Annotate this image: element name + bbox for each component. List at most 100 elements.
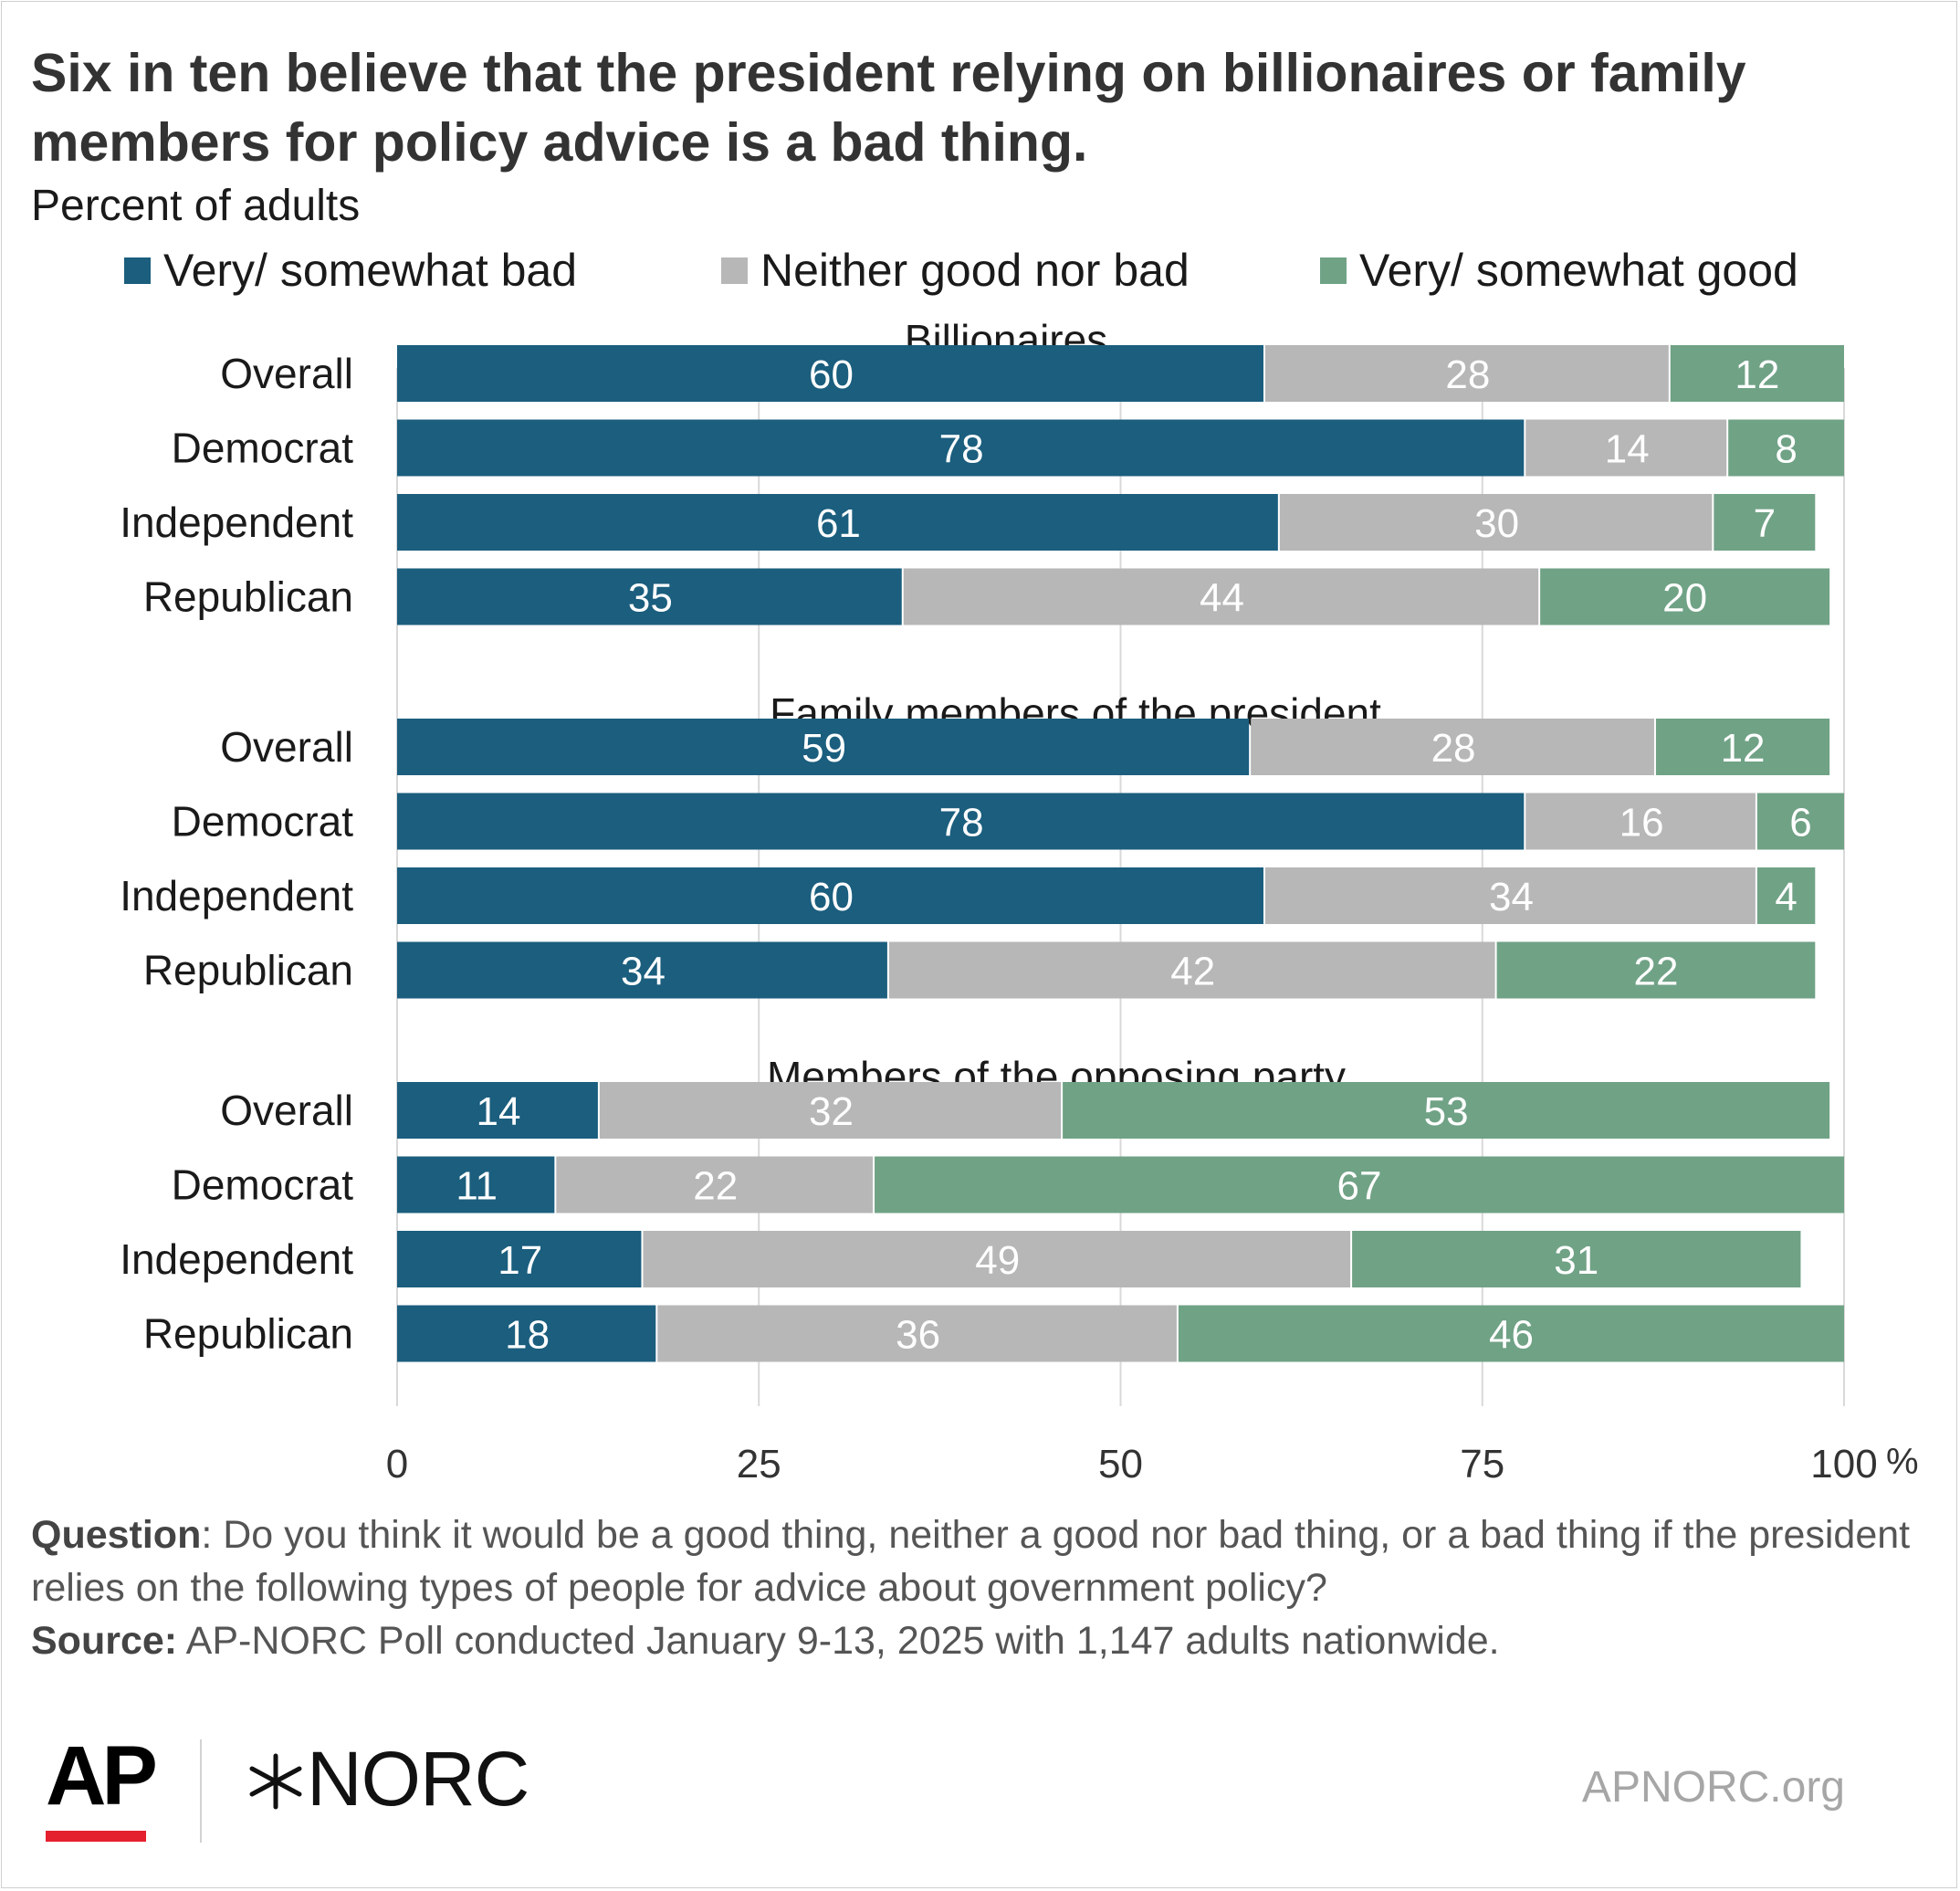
data-label: 17	[498, 1238, 542, 1283]
ap-logo: AP	[46, 1729, 158, 1823]
bar-segment	[1279, 494, 1713, 551]
category-label: Democrat	[172, 1161, 354, 1209]
source-note: Source: AP-NORC Poll conducted January 9…	[31, 1614, 1930, 1667]
bar-segment	[1265, 867, 1756, 924]
data-label: 4	[1775, 875, 1797, 919]
x-tick-label: 75	[1460, 1442, 1504, 1487]
norc-star-icon	[249, 1753, 302, 1810]
category-label: Independent	[120, 499, 353, 546]
question-label: Question	[31, 1513, 202, 1557]
bar-segment	[1251, 719, 1654, 775]
x-tick-label: 100	[1810, 1442, 1877, 1487]
chart-footer: Question: Do you think it would be a goo…	[31, 1508, 1930, 1667]
norc-logo: NORC	[246, 1733, 529, 1824]
data-label: 8	[1775, 427, 1797, 472]
source-text: AP-NORC Poll conducted January 9-13, 202…	[177, 1619, 1500, 1663]
data-label: 36	[896, 1313, 940, 1358]
data-label: 30	[1474, 501, 1519, 546]
bar-segment	[1670, 345, 1844, 402]
data-label: 14	[476, 1089, 520, 1134]
bar-segment	[1063, 1082, 1830, 1139]
category-label: Republican	[143, 573, 353, 621]
legend-item-bad: Very/ somewhat bad	[124, 245, 577, 296]
data-label: 32	[809, 1089, 854, 1134]
data-label: 42	[1170, 950, 1215, 994]
data-label: 6	[1789, 801, 1811, 846]
data-label: 11	[456, 1164, 498, 1209]
bar-segment	[1525, 793, 1756, 850]
legend-item-good: Very/ somewhat good	[1320, 245, 1798, 296]
source-label: Source:	[31, 1619, 178, 1663]
data-label: 46	[1489, 1313, 1534, 1358]
data-label: 28	[1445, 352, 1490, 397]
x-tick-label: 0	[386, 1442, 408, 1487]
category-label: Independent	[120, 872, 353, 919]
category-label: Democrat	[172, 425, 354, 472]
bar-segment	[556, 1156, 874, 1213]
bar-segment	[397, 719, 1250, 775]
bar-segment	[397, 1231, 642, 1287]
category-label: Independent	[120, 1235, 353, 1283]
bar-segment	[875, 1156, 1844, 1213]
bar-segment	[397, 1305, 656, 1362]
chart-title: Six in ten believe that the president re…	[31, 43, 1746, 173]
apnorc-site-link[interactable]: APNORC.org	[1581, 1763, 1845, 1812]
legend-swatch-good	[1320, 257, 1347, 284]
bar-segment	[599, 1082, 1062, 1139]
bar-segment	[397, 494, 1278, 551]
data-label: 20	[1662, 576, 1707, 621]
data-label: 34	[1489, 875, 1534, 919]
logo-divider	[200, 1739, 202, 1843]
legend-label-bad: Very/ somewhat bad	[163, 245, 578, 296]
bar-segment	[1655, 719, 1830, 775]
chart-subtitle: Percent of adults	[31, 182, 361, 230]
bar-segment	[1178, 1305, 1844, 1362]
bar-segment	[1756, 867, 1816, 924]
bar-segment	[397, 1082, 598, 1139]
x-tick-label: 25	[737, 1442, 781, 1487]
category-label: Republican	[143, 1310, 353, 1358]
data-label: 16	[1619, 801, 1664, 846]
bar-segment	[1728, 419, 1844, 477]
bar-segment	[657, 1305, 1177, 1362]
bar-segment	[1540, 568, 1830, 625]
data-label: 22	[693, 1164, 738, 1209]
data-label: 35	[628, 576, 673, 621]
question-text: : Do you think it would be a good thing,…	[31, 1513, 1911, 1610]
legend-label-good: Very/ somewhat good	[1359, 245, 1798, 296]
x-axis-unit: %	[1886, 1442, 1919, 1482]
data-label: 60	[809, 875, 854, 919]
norc-logo-text: NORC	[307, 1736, 529, 1822]
bar-segment	[397, 1156, 555, 1213]
chart-legend: Very/ somewhat bad Neither good nor bad …	[0, 245, 1960, 296]
bar-segment	[1496, 941, 1816, 999]
data-label: 14	[1605, 427, 1650, 472]
bar-segment	[397, 345, 1263, 402]
data-label: 60	[809, 352, 854, 397]
data-label: 61	[816, 501, 861, 546]
data-label: 78	[939, 427, 984, 472]
question-note: Question: Do you think it would be a goo…	[31, 1508, 1930, 1614]
data-label: 12	[1721, 726, 1766, 771]
bar-segment	[397, 941, 887, 999]
bar-segment	[1756, 793, 1844, 850]
bar-segment	[397, 867, 1263, 924]
bar-segment	[1525, 419, 1727, 477]
data-label: 31	[1554, 1238, 1598, 1283]
data-label: 53	[1424, 1089, 1469, 1134]
bar-segment	[903, 568, 1539, 625]
bar-segment	[1714, 494, 1816, 551]
category-label: Overall	[220, 1087, 353, 1134]
data-label: 59	[802, 726, 846, 771]
bar-segment	[397, 568, 902, 625]
data-label: 18	[505, 1313, 550, 1358]
data-label: 67	[1337, 1164, 1382, 1209]
data-label: 34	[621, 950, 666, 994]
bar-segment	[888, 941, 1495, 999]
bar-segment	[1352, 1231, 1801, 1287]
bar-segment	[397, 419, 1525, 477]
data-label: 44	[1200, 576, 1244, 621]
bar-segment	[1265, 345, 1669, 402]
